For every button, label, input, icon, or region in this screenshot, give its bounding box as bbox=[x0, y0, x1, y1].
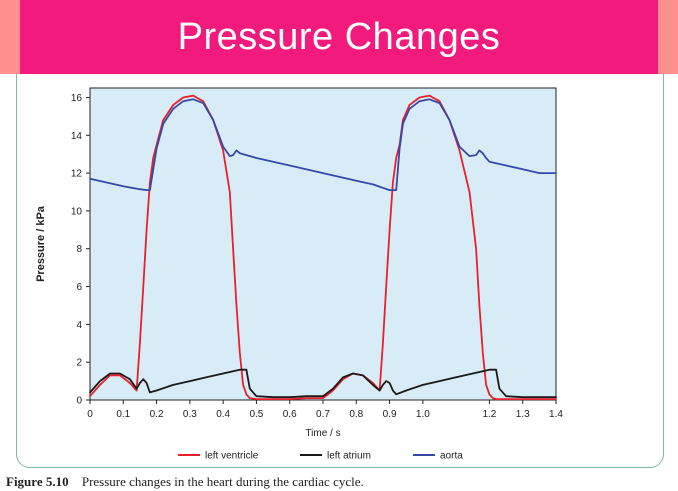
x-tick-label: 0.8 bbox=[349, 409, 363, 420]
x-tick-label: 0.5 bbox=[249, 409, 263, 420]
figure-caption: Figure 5.10 Pressure changes in the hear… bbox=[6, 474, 364, 490]
x-tick-label: 1.0 bbox=[416, 409, 430, 420]
slide-title: Pressure Changes bbox=[177, 15, 501, 58]
figure-caption-text: Pressure changes in the heart during the… bbox=[81, 474, 364, 489]
legend-label-left-ventricle: left ventricle bbox=[205, 451, 259, 462]
pressure-chart: 0 2 4 6 8 10 12 14 16 0 0.1 0.2 0.3 0.4 0.5 0.6 0.7 0.8 0.… bbox=[35, 87, 563, 462]
x-tick-label: 0.4 bbox=[216, 409, 230, 420]
x-tick-label: 0.7 bbox=[316, 409, 330, 420]
y-tick-label: 0 bbox=[76, 396, 82, 407]
x-tick-label: 0.6 bbox=[283, 409, 297, 420]
y-axis-label: Pressure / kPa bbox=[35, 205, 47, 282]
x-tick-label: 1.3 bbox=[516, 409, 530, 420]
right-accent-band bbox=[658, 0, 678, 74]
x-axis-label: Time / s bbox=[305, 428, 340, 439]
y-tick-label: 8 bbox=[76, 244, 82, 255]
y-tick-label: 10 bbox=[71, 206, 83, 217]
x-tick-label: 0.3 bbox=[183, 409, 197, 420]
title-bar: Pressure Changes bbox=[20, 0, 658, 74]
y-tick-label: 12 bbox=[71, 169, 83, 180]
x-tick-label: 0.2 bbox=[150, 409, 164, 420]
y-tick-label: 2 bbox=[76, 358, 82, 369]
series-line-left-ventricle bbox=[89, 94, 557, 401]
y-tick-label: 16 bbox=[71, 93, 83, 104]
legend-label-aorta: aorta bbox=[440, 451, 463, 462]
y-tick-label: 4 bbox=[76, 320, 82, 331]
y-tick-label: 14 bbox=[71, 131, 83, 142]
x-tick-label: 0.1 bbox=[116, 409, 130, 420]
series-line-left-atrium bbox=[89, 368, 557, 399]
legend-label-left-atrium: left atrium bbox=[327, 451, 371, 462]
x-tick-label: 1.2 bbox=[482, 409, 496, 420]
left-accent-band bbox=[0, 0, 20, 74]
y-tick-label: 6 bbox=[76, 282, 82, 293]
x-tick-label: 0 bbox=[87, 409, 93, 420]
series-line-aorta bbox=[89, 98, 557, 192]
plot-area bbox=[89, 87, 557, 401]
figure-number: Figure 5.10 bbox=[6, 474, 69, 489]
x-tick-label: 0.9 bbox=[383, 409, 397, 420]
x-tick-label: 1.4 bbox=[549, 409, 563, 420]
